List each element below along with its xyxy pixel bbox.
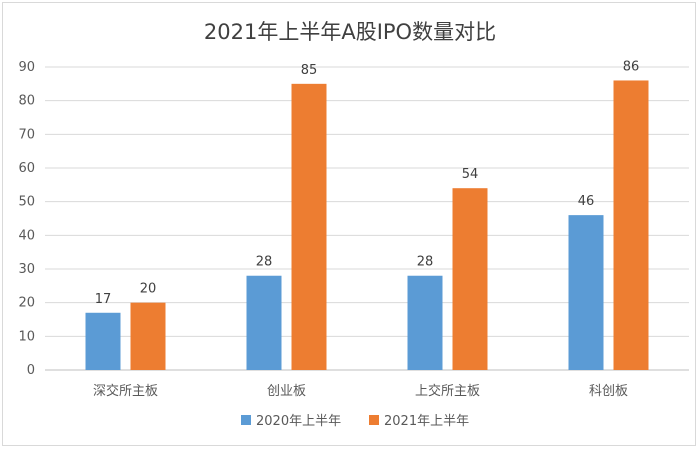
y-tick-label: 80: [18, 94, 35, 109]
bar: [246, 275, 282, 370]
data-label: 85: [301, 63, 318, 78]
legend-swatch: [369, 415, 379, 425]
y-tick-label: 60: [18, 161, 35, 176]
bar: [291, 83, 327, 370]
y-tick-label: 0: [27, 363, 35, 378]
y-tick-label: 70: [18, 127, 35, 142]
y-tick-label: 20: [18, 296, 35, 311]
category-label: 科创板: [589, 384, 628, 399]
data-label: 54: [462, 167, 479, 182]
y-axis: 0 10 20 30 40 50 60 70 80 90: [18, 60, 35, 378]
data-label: 17: [95, 292, 112, 307]
bar: [568, 215, 604, 370]
legend: 2020年上半年 2021年上半年: [241, 414, 469, 429]
category-label: 创业板: [267, 384, 306, 399]
y-tick-label: 90: [18, 60, 35, 75]
chart-title: 2021年上半年A股IPO数量对比: [204, 20, 496, 44]
bars: [85, 80, 649, 370]
x-axis: 深交所主板 创业板 上交所主板 科创板: [93, 383, 628, 399]
chart-svg: 2021年上半年A股IPO数量对比 0 10 20 30 40 50 60 70 80 90 17…: [18, 20, 689, 429]
legend-label: 2020年上半年: [256, 414, 341, 429]
bar: [452, 188, 488, 370]
data-label: 28: [256, 255, 273, 270]
data-label: 20: [140, 282, 157, 297]
category-label: 上交所主板: [415, 383, 480, 399]
y-tick-label: 40: [18, 228, 35, 243]
y-tick-label: 50: [18, 195, 35, 210]
bar: [613, 80, 649, 370]
data-label: 86: [623, 59, 640, 74]
chart-frame: 2021年上半年A股IPO数量对比 0 10 20 30 40 50 60 70 80 90 17…: [2, 2, 696, 446]
legend-label: 2021年上半年: [384, 414, 469, 429]
legend-swatch: [241, 415, 251, 425]
y-tick-label: 10: [18, 329, 35, 344]
bar: [130, 302, 166, 370]
bar: [85, 312, 121, 370]
data-labels: 17 20 28 85 28 54 46 86: [95, 59, 640, 306]
category-label: 深交所主板: [93, 383, 158, 399]
bar: [407, 275, 443, 370]
y-tick-label: 30: [18, 262, 35, 277]
data-label: 46: [578, 194, 595, 209]
data-label: 28: [417, 255, 434, 270]
